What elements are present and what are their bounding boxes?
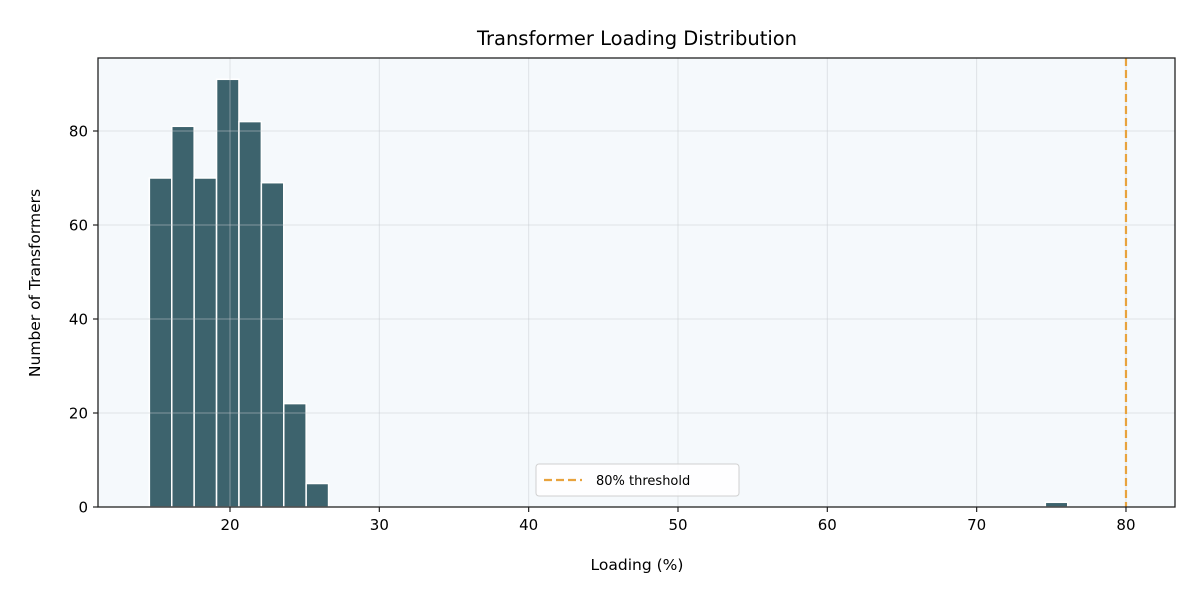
x-tick-label: 50 — [668, 516, 687, 534]
histogram-bar — [193, 177, 218, 508]
histogram-bar — [171, 125, 195, 508]
y-axis-label: Number of Transformers — [26, 189, 44, 377]
histogram-bar — [283, 402, 307, 508]
legend: 80% threshold — [535, 463, 740, 497]
axes-frame — [97, 57, 1176, 508]
x-tick-label: 40 — [519, 516, 538, 534]
histogram-bar — [238, 120, 263, 508]
histogram-bar — [215, 78, 240, 508]
histogram-bar — [305, 482, 330, 508]
y-tick-label: 20 — [69, 405, 88, 423]
x-tick-label: 70 — [967, 516, 986, 534]
legend-label: 80% threshold — [596, 474, 690, 489]
histogram-bar — [148, 177, 173, 508]
x-axis-label: Loading (%) — [591, 556, 684, 574]
y-tick-label: 60 — [69, 217, 88, 235]
histogram-bar — [1044, 501, 1069, 508]
x-tick-label: 20 — [220, 516, 239, 534]
x-tick-label: 60 — [818, 516, 837, 534]
y-tick-label: 80 — [69, 123, 88, 141]
x-tick-label: 30 — [370, 516, 389, 534]
y-tick-label: 40 — [69, 311, 88, 329]
chart-title: Transformer Loading Distribution — [476, 27, 797, 50]
y-tick-label: 0 — [78, 499, 88, 517]
histogram-bar — [260, 181, 285, 508]
plot-area: 20 30 40 50 60 70 80 0 20 40 60 80 80% threshold — [69, 57, 1176, 534]
x-tick-label: 80 — [1116, 516, 1135, 534]
